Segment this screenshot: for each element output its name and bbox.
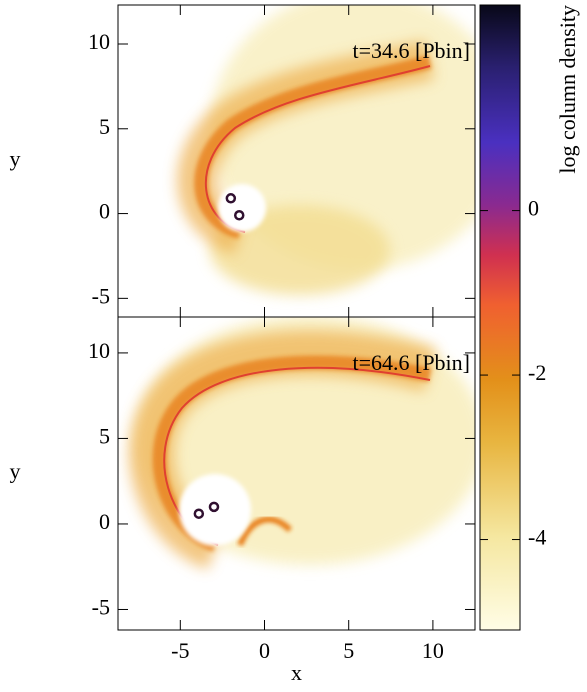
y-axis-label: y (10, 146, 21, 171)
y-tick-label: 10 (88, 338, 110, 363)
y-tick-label: -5 (92, 283, 110, 308)
colorbar (480, 5, 520, 630)
y-axis-label: y (10, 459, 21, 484)
annotation: t=34.6 [Pbin] (352, 38, 470, 63)
x-tick-label: 10 (422, 638, 444, 663)
x-tick-label: -5 (171, 638, 189, 663)
y-tick-label: 5 (99, 114, 110, 139)
sink-particle (193, 508, 205, 519)
annotation: t=64.6 [Pbin] (352, 350, 470, 375)
colorbar-tick-label: -2 (528, 360, 546, 385)
colorbar-tick-label: -4 (528, 525, 546, 550)
colorbar-label: log column density (555, 5, 580, 174)
y-tick-label: 0 (99, 199, 110, 224)
sink-particle (208, 501, 220, 513)
colorbar-frame (479, 4, 521, 631)
y-tick-label: 5 (99, 423, 110, 448)
density-map (177, 5, 475, 295)
plot-frame (117, 316, 476, 631)
y-tick-label: 0 (99, 509, 110, 534)
x-tick-label: 0 (259, 638, 270, 663)
sink-particle (233, 210, 245, 221)
x-axis-label: x (291, 660, 302, 685)
colorbar-tick-label: 0 (528, 196, 539, 221)
sink-particle (225, 193, 237, 204)
y-tick-label: 10 (88, 29, 110, 54)
x-tick-label: 5 (343, 638, 354, 663)
y-tick-label: -5 (92, 595, 110, 620)
